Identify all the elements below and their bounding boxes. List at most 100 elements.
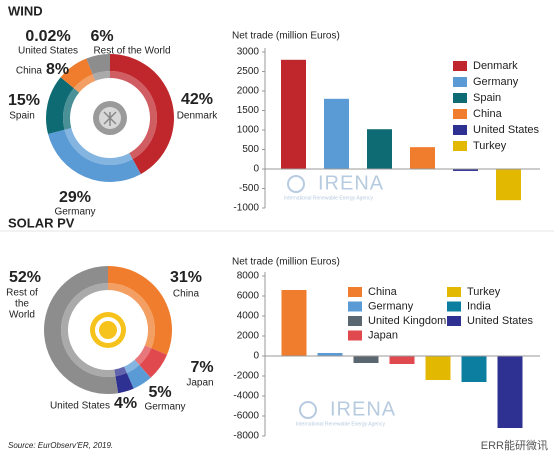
legend-swatch bbox=[453, 77, 467, 87]
bar bbox=[389, 356, 415, 364]
bar bbox=[281, 290, 307, 356]
pie-slice-inner bbox=[110, 71, 157, 160]
y-tick-label: -6000 bbox=[233, 411, 259, 422]
pie-value-label: 6% bbox=[90, 28, 114, 46]
y-tick-label: 2000 bbox=[237, 331, 260, 342]
y-tick-label: 500 bbox=[242, 144, 259, 155]
bar bbox=[453, 169, 478, 171]
bar bbox=[281, 59, 306, 169]
pie-slice bbox=[139, 348, 168, 378]
legend-label: Japan bbox=[368, 329, 398, 341]
pie-value-label: 42% bbox=[180, 91, 214, 109]
y-tick-label: 8000 bbox=[237, 271, 260, 282]
wechat-watermark: ERR能研微讯 bbox=[481, 438, 548, 452]
legend-label: United Kingdom bbox=[368, 315, 446, 327]
legend-label: United States bbox=[473, 124, 540, 136]
y-tick-label: 6000 bbox=[237, 291, 260, 302]
y-tick-label: 0 bbox=[253, 164, 259, 175]
bar bbox=[425, 356, 451, 380]
y-tick-label: -1000 bbox=[233, 203, 259, 214]
pie-slice-inner bbox=[124, 359, 140, 374]
bar bbox=[410, 147, 435, 169]
pie-slice bbox=[126, 365, 151, 389]
bar bbox=[461, 356, 487, 382]
pie-slice bbox=[110, 54, 174, 175]
pie-slice-inner bbox=[64, 127, 133, 165]
pie-value-label: 0.02% bbox=[25, 28, 71, 46]
pie-category-label: Spain bbox=[9, 110, 35, 122]
legend-swatch bbox=[453, 125, 467, 135]
pie-category-label: China bbox=[15, 65, 42, 77]
pie-category-label: Japan bbox=[186, 377, 214, 389]
pie-value-label: 31% bbox=[169, 269, 203, 287]
legend-label: United States bbox=[467, 315, 534, 327]
y-tick-label: 1000 bbox=[237, 125, 260, 136]
legend-label: India bbox=[467, 300, 492, 312]
watermark-logo bbox=[287, 175, 305, 193]
bar bbox=[353, 356, 379, 363]
pie-category-label: Germany bbox=[144, 401, 186, 413]
pie-category-label: Germany bbox=[54, 206, 96, 218]
pie-slice-inner bbox=[73, 74, 96, 93]
y-tick-label: 2000 bbox=[237, 86, 260, 97]
y-tick-label: -2000 bbox=[233, 371, 259, 382]
y-tick-label: 2500 bbox=[237, 66, 260, 77]
pie-slice bbox=[86, 54, 110, 75]
legend-swatch bbox=[348, 287, 362, 297]
y-tick-label: 4000 bbox=[237, 311, 260, 322]
pie-slice-inner bbox=[108, 283, 155, 349]
bar bbox=[317, 353, 343, 356]
legend-label: Germany bbox=[368, 300, 414, 312]
y-tick-label: -500 bbox=[239, 183, 259, 194]
bar bbox=[324, 98, 349, 169]
y-tick-label: -4000 bbox=[233, 391, 259, 402]
y-tick-label: 1500 bbox=[237, 105, 260, 116]
pie-slice bbox=[86, 58, 93, 75]
pie-slice bbox=[43, 266, 119, 395]
sun-icon bbox=[90, 312, 126, 348]
pie-value-label: 4% bbox=[114, 395, 138, 413]
pie-value-label: 5% bbox=[148, 384, 172, 402]
legend-label: Spain bbox=[473, 92, 501, 104]
pie-category-label: United States bbox=[49, 400, 110, 412]
section-title: SOLAR PV bbox=[8, 215, 75, 230]
y-tick-label: -8000 bbox=[233, 431, 259, 442]
pie-value-label: 7% bbox=[190, 359, 214, 377]
pie-slice bbox=[60, 58, 93, 89]
legend-swatch bbox=[447, 301, 461, 312]
legend-swatch bbox=[453, 109, 467, 119]
pie-slice-inner bbox=[62, 88, 80, 130]
pie-slice bbox=[115, 373, 134, 394]
legend-swatch bbox=[453, 61, 467, 71]
pie-category-label: Denmark bbox=[176, 110, 218, 122]
watermark-note: International Renewable Energy Agency bbox=[296, 421, 385, 427]
pie-value-label: 29% bbox=[58, 189, 92, 207]
pie-slice bbox=[108, 266, 172, 355]
pie-slice-inner bbox=[61, 283, 116, 377]
pie-slice-inner bbox=[92, 71, 110, 81]
watermark: IRENA bbox=[330, 398, 396, 420]
bar bbox=[496, 169, 521, 201]
pie-slice bbox=[48, 129, 141, 182]
pie-category-label: United States bbox=[17, 45, 79, 57]
pie-slice-inner bbox=[92, 74, 96, 81]
pie-category-label: Rest of the World bbox=[6, 287, 38, 321]
legend-swatch bbox=[447, 287, 461, 297]
pie-category-label: China bbox=[172, 288, 200, 300]
pie-slice-inner bbox=[114, 366, 127, 377]
legend-label: Germany bbox=[473, 76, 519, 88]
legend-label: China bbox=[473, 108, 503, 120]
legend-label: China bbox=[368, 286, 398, 298]
legend-swatch bbox=[348, 330, 362, 341]
watermark-note: International Renewable Energy Agency bbox=[284, 195, 373, 201]
legend-swatch bbox=[348, 316, 362, 326]
pie-slice-inner bbox=[134, 345, 152, 366]
legend-swatch bbox=[447, 316, 461, 326]
legend-swatch bbox=[453, 141, 467, 151]
wind-icon bbox=[93, 101, 127, 135]
pie-value-label: 8% bbox=[46, 61, 70, 79]
pie-slice bbox=[46, 77, 74, 134]
bar bbox=[497, 356, 523, 428]
y-tick-label: 3000 bbox=[237, 47, 260, 58]
